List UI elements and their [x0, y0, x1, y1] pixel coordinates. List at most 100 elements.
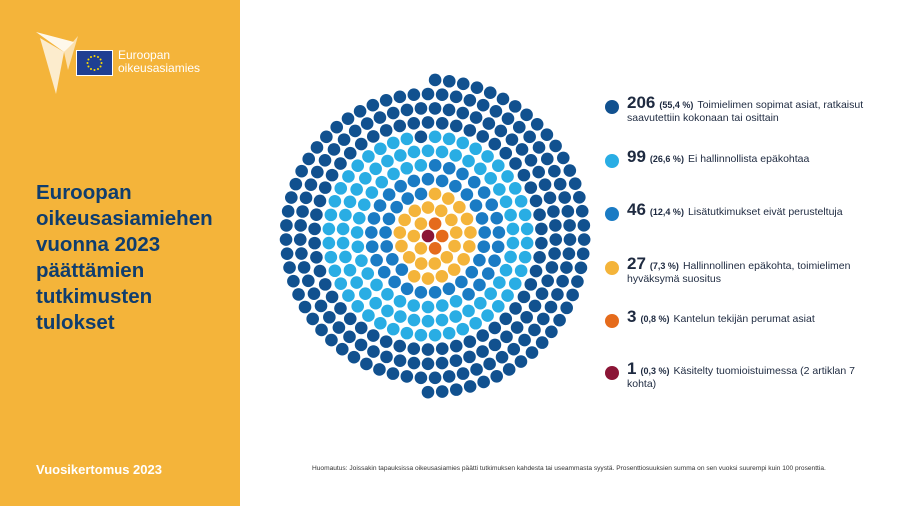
dot-2 [334, 182, 348, 195]
dot-1 [535, 336, 549, 349]
dot-4 [421, 272, 435, 285]
dot-1 [524, 278, 538, 291]
dot-1 [449, 383, 463, 396]
dot-2 [481, 309, 494, 322]
dot-1 [532, 141, 546, 154]
dot-2 [462, 154, 475, 168]
dot-3 [473, 253, 486, 267]
dot-3 [492, 226, 506, 239]
dot-1 [323, 310, 336, 324]
dot-1 [407, 88, 421, 102]
dot-1 [549, 219, 562, 232]
legend-percent: (0,8 %) [640, 314, 670, 324]
dot-3 [428, 159, 442, 172]
dot-4 [457, 253, 470, 266]
legend-text: 27 (7,3 %) Hallinnollinen epäkohta, toimie… [627, 254, 879, 286]
dot-1 [335, 342, 349, 356]
legend-item-1: 206 (55,4 %) Toimielimen sopimat asiat, ra… [605, 93, 879, 125]
legend-count: 1 [627, 359, 637, 378]
dot-2 [414, 159, 428, 172]
dot-2 [369, 296, 382, 310]
dot-1 [568, 177, 582, 190]
dot-1 [421, 87, 435, 101]
dot-2 [442, 132, 456, 146]
dot-1 [414, 371, 428, 385]
dot-1 [325, 290, 339, 304]
dot-1 [393, 90, 407, 104]
dot-2 [514, 194, 528, 208]
legend-count: 206 [627, 93, 656, 112]
dot-2 [504, 250, 517, 264]
dot-1 [502, 363, 516, 376]
dot-2 [504, 208, 517, 222]
dot-3 [469, 199, 483, 212]
dot-1 [414, 102, 428, 115]
dot-1 [545, 325, 558, 339]
dot-1 [435, 385, 449, 398]
legend-count: 99 [627, 147, 646, 166]
dot-2 [442, 326, 456, 340]
dot-1 [509, 157, 522, 170]
dot-1 [537, 312, 550, 326]
dot-1 [528, 323, 541, 337]
dot-2 [351, 159, 365, 173]
dot-1 [490, 369, 503, 383]
dot-1 [577, 219, 591, 232]
dot-1 [573, 190, 586, 204]
dot-3 [449, 179, 462, 193]
dot-2 [387, 167, 400, 181]
legend-swatch [605, 100, 619, 114]
dot-1 [407, 342, 421, 356]
legend-count: 46 [627, 200, 646, 219]
legend-percent: (26,6 %) [649, 154, 684, 164]
dot-3 [475, 212, 489, 225]
dot-2 [339, 208, 352, 222]
logo-line-2: oikeusasiamies [118, 61, 201, 75]
dot-1 [421, 385, 435, 399]
legend-count: 27 [627, 254, 646, 273]
dot-3 [382, 212, 396, 226]
dot-1 [489, 104, 503, 118]
dot-1 [530, 118, 544, 131]
dot-3 [382, 188, 396, 201]
dot-1 [512, 120, 526, 134]
dot-2 [362, 309, 375, 322]
dot-1 [571, 275, 584, 288]
dot-1 [449, 339, 463, 353]
dot-1 [488, 321, 502, 335]
dot-2 [322, 222, 336, 236]
dot-1 [341, 112, 355, 125]
dot-2 [449, 310, 462, 323]
dot-3 [455, 275, 468, 289]
logo-text: Euroopan oikeusasiamies [118, 49, 200, 75]
dot-1 [548, 247, 561, 260]
dot-2 [414, 328, 428, 342]
report-label: Vuosikertomus 2023 [36, 462, 162, 477]
dot-1 [449, 354, 463, 368]
dot-4 [448, 239, 461, 253]
dot-2 [484, 287, 497, 300]
dot-1 [510, 321, 524, 334]
dot-1 [549, 139, 562, 153]
dot-3 [442, 282, 456, 296]
dot-3 [473, 278, 486, 292]
dot-4 [434, 204, 448, 218]
dot-3 [465, 265, 479, 279]
dot-1 [295, 247, 308, 260]
dot-1 [360, 357, 373, 371]
dot-1 [337, 133, 351, 146]
dot-2 [474, 162, 487, 176]
dot-1 [483, 357, 496, 371]
dot-1 [538, 178, 552, 191]
legend-item-2: 99 (26,6 %) Ei hallinnollista epäkohtaa [605, 147, 809, 168]
dot-1 [354, 137, 368, 151]
dot-1 [343, 146, 357, 160]
dot-cluster-chart [279, 73, 591, 399]
dot-2 [350, 226, 364, 239]
legend-label: Käsitelty tuomioistuimessa (2 artiklan 7… [627, 365, 855, 390]
dot-2 [362, 150, 375, 163]
dot-1 [373, 363, 386, 376]
dot-3 [481, 267, 495, 280]
dot-6 [421, 229, 435, 243]
dot-1 [463, 124, 477, 137]
